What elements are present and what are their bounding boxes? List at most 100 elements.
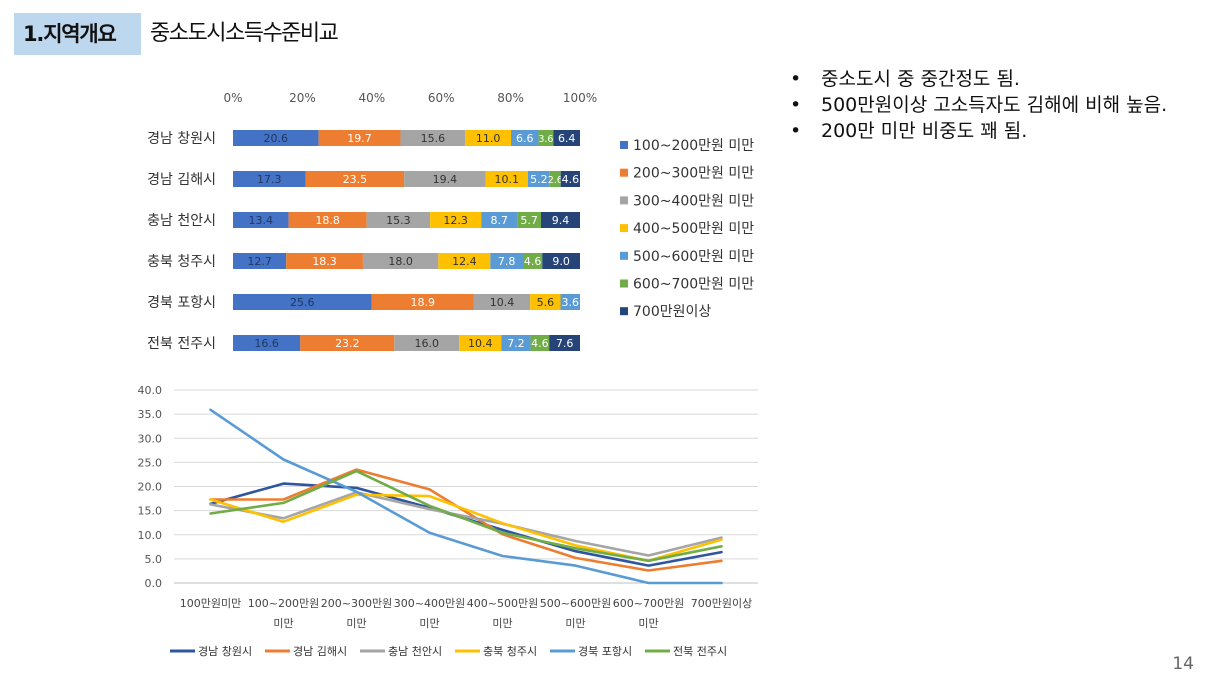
line-chart: 0.0 5.0 10.0 15.0 20.0 25.0 30.0 35.0 40.0 100만원미… — [138, 384, 758, 658]
bar-category-label: 경북 포항시 — [147, 295, 216, 311]
bar-segment — [560, 294, 580, 310]
bar-data-label: 15.6 — [421, 132, 446, 145]
line-y-tick-label: 40.0 — [138, 384, 163, 397]
bar-data-label: 12.3 — [443, 214, 468, 227]
bar-legend-swatch — [620, 279, 628, 288]
bar-segment — [371, 294, 474, 310]
line-series — [209, 468, 723, 572]
bar-legend-swatch — [620, 251, 628, 260]
bar-legend-swatch — [620, 196, 628, 205]
bar-segment — [517, 212, 541, 228]
line-y-tick-label: 10.0 — [138, 529, 163, 542]
line-x-tick-label: 미만 — [419, 617, 439, 630]
bar-data-label: 16.6 — [254, 337, 279, 350]
line-x-tick-label: 미만 — [273, 617, 293, 630]
bar-segment — [233, 253, 287, 269]
line-x-tick-label: 미만 — [492, 617, 512, 630]
bar-segment — [481, 212, 518, 228]
bar-legend-swatch — [620, 141, 628, 149]
bar-data-label: 19.7 — [347, 132, 372, 145]
line-x-tick-label: 600~700만원 — [613, 597, 684, 610]
bar-data-label: 4.6 — [562, 173, 580, 186]
bar-segment — [459, 335, 502, 351]
line-x-tick-label: 700만원이상 — [691, 597, 752, 610]
bar-segment — [233, 171, 306, 187]
note-item: • 200만 미만 비중도 꽤 됨. — [790, 118, 1190, 144]
bar-data-label: 18.8 — [315, 214, 340, 227]
line-y-tick-label: 30.0 — [138, 432, 163, 445]
bar-legend-label: 400~500만원 미만 — [633, 221, 754, 237]
bullet-icon: • — [790, 94, 802, 116]
line-x-tick-label: 100만원미만 — [180, 597, 241, 610]
bar-segment — [560, 171, 580, 187]
bar-data-label: 11.0 — [476, 132, 501, 145]
bar-x-tick-label: 0% — [223, 91, 242, 105]
line-series — [209, 493, 723, 563]
bar-data-label: 2.6 — [548, 175, 563, 186]
bar-x-tick-label: 40% — [358, 91, 385, 105]
bar-legend-swatch — [620, 168, 628, 177]
bar-legend-label: 500~600만원 미만 — [633, 249, 754, 265]
bar-data-label: 12.4 — [452, 255, 477, 268]
bar-segment — [501, 335, 531, 351]
bar-data-label: 9.4 — [552, 214, 570, 227]
line-y-tick-label: 25.0 — [138, 456, 163, 469]
bar-segment — [523, 253, 543, 269]
line-series — [209, 408, 723, 585]
bar-segment — [542, 253, 580, 269]
section-label: 1.지역개요 — [14, 13, 141, 55]
page-title: 중소도시소득수준비교 — [150, 21, 339, 46]
bar-segment — [549, 335, 580, 351]
note-item: • 중소도시 중 중간정도 됨. — [790, 66, 1190, 92]
bar-legend-label: 700만원이상 — [633, 304, 711, 320]
bar-legend-label: 100~200만원 미만 — [633, 138, 754, 154]
bar-data-label: 16.0 — [415, 337, 440, 350]
bar-segment — [233, 294, 372, 310]
bar-data-label: 10.4 — [490, 296, 515, 309]
bar-segment — [400, 130, 466, 146]
notes-list: • 중소도시 중 중간정도 됨. • 500만원이상 고소득자도 김해에 비해 높음… — [790, 66, 1190, 144]
line-x-tick-label: 100~200만원 — [248, 597, 319, 610]
line-legend-label: 전북 전주시 — [673, 645, 727, 658]
line-legend-label: 경남 김해시 — [293, 644, 347, 658]
bar-segment — [549, 171, 561, 187]
bar-segment — [490, 253, 524, 269]
bar-data-label: 3.6 — [562, 296, 580, 309]
bar-data-label: 5.7 — [520, 214, 538, 227]
line-x-tick-label: 미만 — [565, 617, 585, 630]
bar-segment — [465, 130, 512, 146]
bar-legend-swatch — [620, 307, 628, 316]
bar-x-tick-label: 20% — [289, 91, 316, 105]
bar-data-label: 9.0 — [552, 255, 570, 268]
bar-segment — [553, 130, 580, 146]
bar-segment — [362, 253, 439, 269]
line-y-tick-label: 35.0 — [138, 408, 163, 421]
bar-segment — [485, 171, 528, 187]
bar-data-label: 18.0 — [388, 255, 413, 268]
line-y-tick-label: 15.0 — [138, 505, 163, 518]
bar-data-label: 17.3 — [257, 173, 282, 186]
bar-data-label: 7.6 — [556, 337, 574, 350]
bar-segment — [540, 212, 580, 228]
bar-data-label: 6.6 — [516, 132, 534, 145]
bar-legend-swatch — [620, 224, 628, 233]
bar-data-label: 4.6 — [524, 255, 542, 268]
bar-legend-label: 600~700만원 미만 — [633, 277, 754, 293]
bar-data-label: 10.1 — [495, 173, 520, 186]
bar-data-label: 19.4 — [433, 173, 458, 186]
bar-x-tick-label: 80% — [497, 91, 524, 105]
bar-segment — [394, 335, 460, 351]
bar-segment — [530, 294, 561, 310]
bar-segment — [305, 171, 405, 187]
bar-data-label: 5.6 — [537, 296, 555, 309]
line-legend-label: 충남 천안시 — [388, 644, 442, 658]
bar-category-label: 경남 김해시 — [147, 172, 216, 188]
bar-data-label: 18.3 — [312, 255, 337, 268]
note-text: 중소도시 중 중간정도 됨. — [821, 68, 1020, 90]
bar-data-label: 15.3 — [386, 214, 411, 227]
bar-data-label: 4.6 — [531, 337, 549, 350]
bar-segment — [530, 335, 550, 351]
bar-segment — [286, 253, 363, 269]
bar-segment — [473, 294, 531, 310]
line-y-tick-label: 20.0 — [138, 481, 163, 494]
